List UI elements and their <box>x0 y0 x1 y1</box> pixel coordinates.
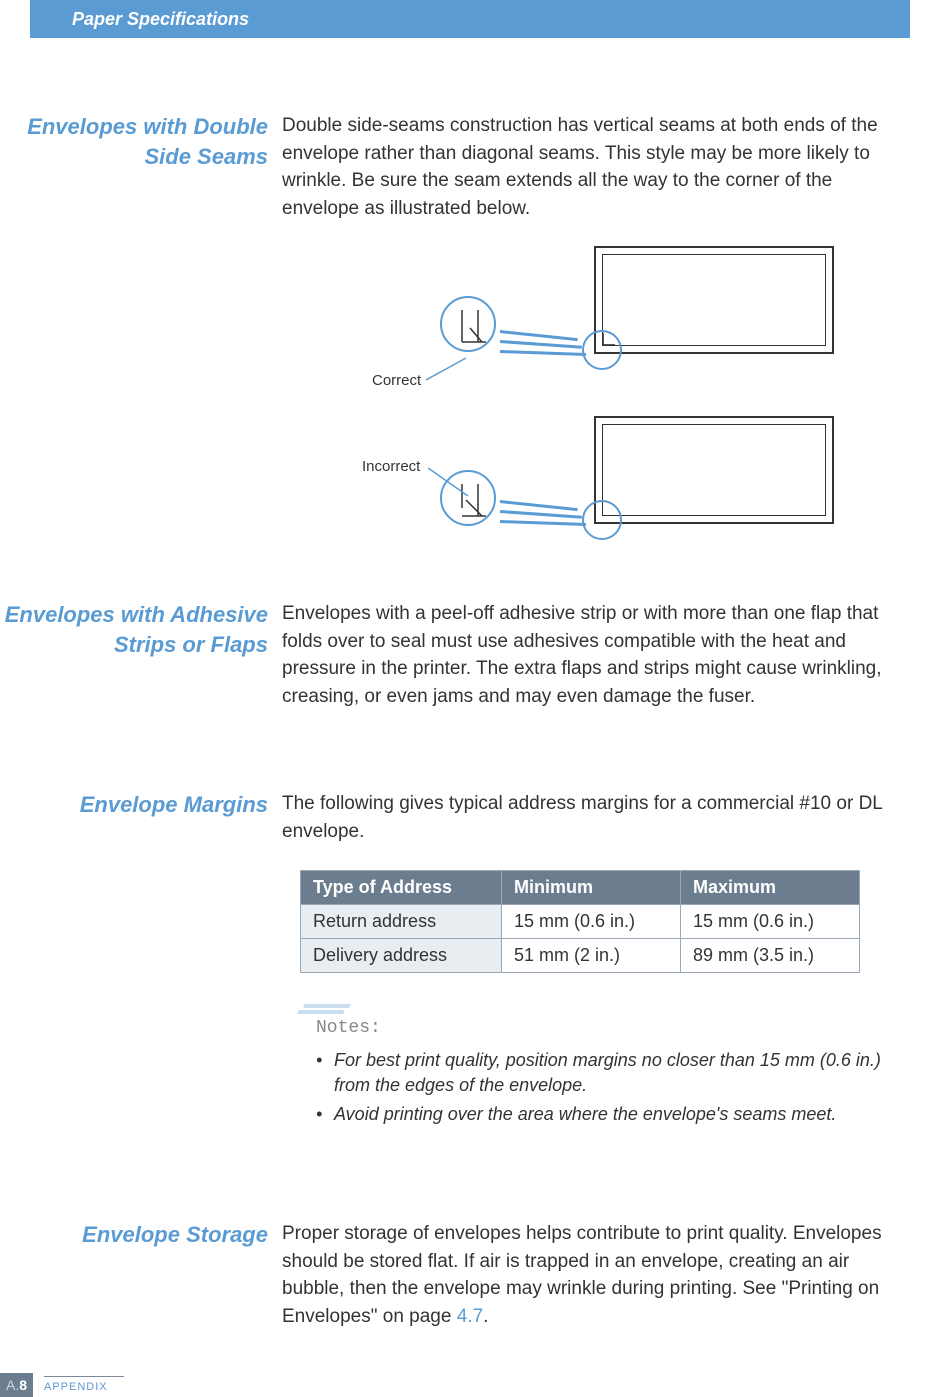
cell: 89 mm (3.5 in.) <box>681 939 860 973</box>
table-row: Return address 15 mm (0.6 in.) 15 mm (0.… <box>301 905 860 939</box>
cell: 51 mm (2 in.) <box>502 939 681 973</box>
header-title: Paper Specifications <box>72 9 249 30</box>
margins-table-wrap: Type of Address Minimum Maximum Return a… <box>300 870 860 973</box>
body-double-side-seams: Double side-seams construction has verti… <box>282 112 902 222</box>
table-row: Delivery address 51 mm (2 in.) 89 mm (3.… <box>301 939 860 973</box>
detail-circle-correct-left <box>440 296 496 352</box>
note-item: For best print quality, position margins… <box>316 1048 896 1098</box>
label-correct: Correct <box>372 372 421 389</box>
margins-table: Type of Address Minimum Maximum Return a… <box>300 870 860 973</box>
pointer-incorrect <box>428 466 478 506</box>
envelope-diagram: Correct Incorrect <box>282 246 902 546</box>
body-adhesive-strips: Envelopes with a peel-off adhesive strip… <box>282 600 902 710</box>
cell: Return address <box>301 905 502 939</box>
cell: 15 mm (0.6 in.) <box>502 905 681 939</box>
envelope-incorrect <box>594 416 834 524</box>
pointer-correct <box>426 356 476 386</box>
body-envelope-margins: The following gives typical address marg… <box>282 790 902 845</box>
page-reference-link[interactable]: 4.7 <box>457 1306 483 1327</box>
cell: 15 mm (0.6 in.) <box>681 905 860 939</box>
page-number: 8 <box>19 1377 27 1393</box>
label-incorrect: Incorrect <box>362 458 420 475</box>
notes-list: For best print quality, position margins… <box>316 1048 896 1128</box>
header-banner: Paper Specifications <box>30 0 910 38</box>
motion-lines-correct <box>500 328 580 358</box>
heading-double-side-seams: Envelopes with Double Side Seams <box>3 112 268 171</box>
cell: Delivery address <box>301 939 502 973</box>
notes-block: Notes: For best print quality, position … <box>316 1018 896 1132</box>
motion-lines-incorrect <box>500 498 580 528</box>
heading-adhesive-strips: Envelopes with Adhesive Strips or Flaps <box>3 600 268 659</box>
page-prefix: A. <box>6 1377 19 1393</box>
footer-rule <box>44 1376 124 1377</box>
notes-accent-icon <box>298 1004 358 1018</box>
storage-text-pre: Proper storage of envelopes helps contri… <box>282 1223 882 1327</box>
col-type: Type of Address <box>301 871 502 905</box>
page-footer: A.8 APPENDIX <box>0 1371 938 1397</box>
envelope-inner <box>602 254 826 346</box>
notes-label-text: Notes: <box>316 1018 381 1038</box>
envelope-inner <box>602 424 826 516</box>
envelope-correct <box>594 246 834 354</box>
body-envelope-storage: Proper storage of envelopes helps contri… <box>282 1220 902 1330</box>
col-max: Maximum <box>681 871 860 905</box>
table-header-row: Type of Address Minimum Maximum <box>301 871 860 905</box>
detail-circle-incorrect-right <box>582 500 622 540</box>
detail-circle-correct-right <box>582 330 622 370</box>
note-item: Avoid printing over the area where the e… <box>316 1102 896 1127</box>
storage-text-post: . <box>483 1306 488 1327</box>
notes-label: Notes: <box>316 1018 896 1038</box>
heading-envelope-storage: Envelope Storage <box>3 1220 268 1250</box>
page-number-box: A.8 <box>0 1373 33 1397</box>
heading-envelope-margins: Envelope Margins <box>3 790 268 820</box>
col-min: Minimum <box>502 871 681 905</box>
appendix-label: APPENDIX <box>44 1381 108 1393</box>
